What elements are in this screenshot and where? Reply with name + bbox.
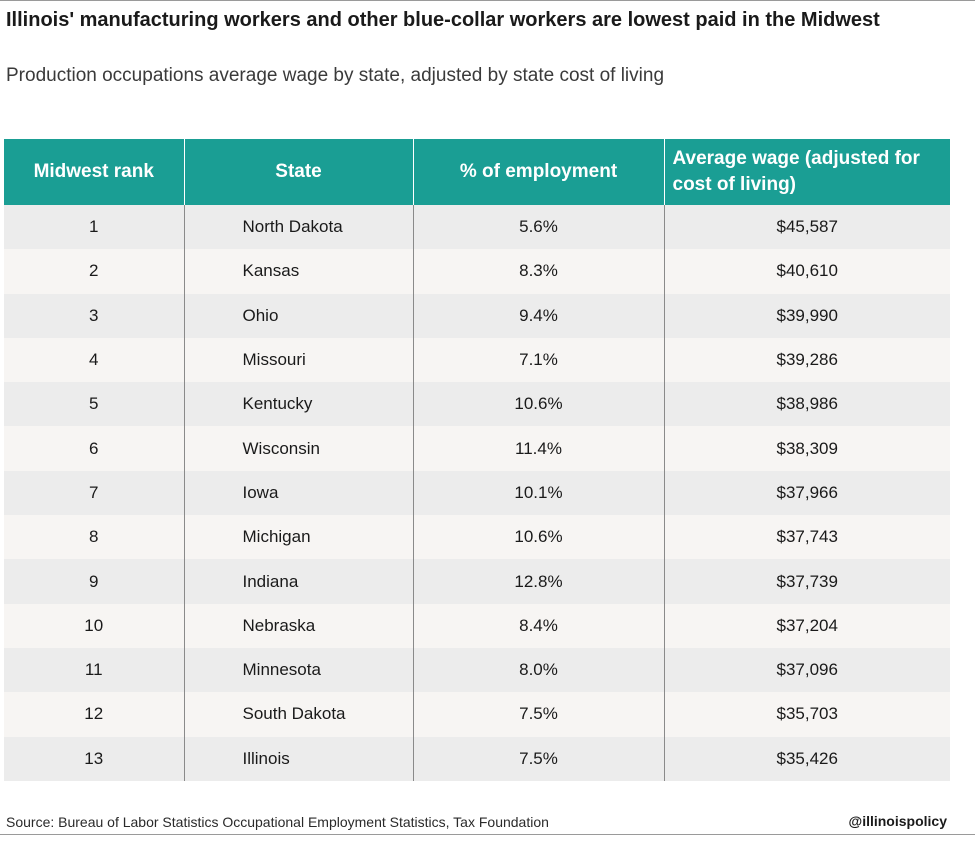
cell-pct-employment: 8.0% [413,647,665,693]
wage-table: Midwest rank State % of employment Avera… [4,139,950,781]
cell-rank: 3 [4,293,185,338]
table-row: 3 Ohio 9.4% $39,990 [4,293,950,338]
cell-pct-employment: 8.3% [413,249,665,294]
cell-average-wage: $37,743 [664,515,950,560]
table-row: 13 Illinois 7.5% $35,426 [4,736,950,781]
cell-state: Ohio [184,293,414,338]
cell-rank: 1 [4,205,185,250]
header-pct-employment: % of employment [413,139,665,205]
cell-state: Indiana [184,559,414,604]
cell-pct-employment: 7.5% [413,692,665,737]
cell-state: Illinois [184,736,414,781]
table-row: 6 Wisconsin 11.4% $38,309 [4,426,950,471]
cell-state: North Dakota [184,205,414,250]
cell-pct-employment: 10.1% [413,470,665,516]
table-row: 2 Kansas 8.3% $40,610 [4,249,950,294]
cell-pct-employment: 8.4% [413,603,665,648]
table-row: 1 North Dakota 5.6% $45,587 [4,205,950,250]
cell-average-wage: $40,610 [664,249,950,294]
cell-rank: 13 [4,736,185,781]
cell-rank: 2 [4,249,185,294]
cell-pct-employment: 7.5% [413,736,665,781]
table-row: 10 Nebraska 8.4% $37,204 [4,603,950,648]
cell-state: Missouri [184,337,414,383]
cell-average-wage: $37,739 [664,559,950,604]
bottom-divider [0,834,975,835]
cell-state: South Dakota [184,692,414,737]
cell-pct-employment: 11.4% [413,426,665,471]
cell-average-wage: $45,587 [664,205,950,250]
cell-state: Nebraska [184,603,414,648]
chart-subtitle: Production occupations average wage by s… [6,65,665,86]
table-header-row: Midwest rank State % of employment Avera… [4,139,950,205]
cell-average-wage: $37,204 [664,603,950,648]
cell-pct-employment: 7.1% [413,337,665,383]
cell-rank: 6 [4,426,185,471]
cell-pct-employment: 9.4% [413,293,665,338]
cell-pct-employment: 12.8% [413,559,665,604]
cell-average-wage: $35,703 [664,692,950,737]
cell-state: Iowa [184,470,414,516]
table-row: 9 Indiana 12.8% $37,739 [4,559,950,604]
cell-state: Kansas [184,249,414,294]
cell-average-wage: $38,309 [664,426,950,471]
cell-average-wage: $39,990 [664,293,950,338]
cell-pct-employment: 10.6% [413,515,665,560]
table-body: 1 North Dakota 5.6% $45,587 2 Kansas 8.3% $40,6… [4,205,950,781]
cell-state: Kentucky [184,382,414,427]
twitter-handle: @illinoispolicy [848,813,947,829]
cell-state: Minnesota [184,647,414,693]
top-divider [0,0,975,1]
chart-title: Illinois' manufacturing workers and othe… [6,9,880,31]
cell-average-wage: $39,286 [664,337,950,383]
cell-rank: 7 [4,470,185,516]
cell-pct-employment: 10.6% [413,382,665,427]
cell-rank: 4 [4,337,185,383]
cell-rank: 5 [4,382,185,427]
cell-rank: 8 [4,515,185,560]
cell-state: Wisconsin [184,426,414,471]
header-state: State [184,139,414,205]
source-note: Source: Bureau of Labor Statistics Occup… [6,814,549,830]
table-row: 11 Minnesota 8.0% $37,096 [4,647,950,693]
cell-average-wage: $37,966 [664,470,950,516]
table-row: 8 Michigan 10.6% $37,743 [4,515,950,560]
table-row: 5 Kentucky 10.6% $38,986 [4,382,950,427]
cell-average-wage: $38,986 [664,382,950,427]
header-average-wage: Average wage (adjusted for cost of livin… [664,139,950,205]
cell-state: Michigan [184,515,414,560]
cell-average-wage: $37,096 [664,647,950,693]
cell-pct-employment: 5.6% [413,205,665,250]
cell-rank: 10 [4,603,185,648]
table-row: 4 Missouri 7.1% $39,286 [4,337,950,383]
cell-rank: 9 [4,559,185,604]
header-midwest-rank: Midwest rank [4,139,185,205]
table-row: 12 South Dakota 7.5% $35,703 [4,692,950,737]
cell-rank: 11 [4,647,185,693]
cell-rank: 12 [4,692,185,737]
table-row: 7 Iowa 10.1% $37,966 [4,470,950,516]
cell-average-wage: $35,426 [664,736,950,781]
